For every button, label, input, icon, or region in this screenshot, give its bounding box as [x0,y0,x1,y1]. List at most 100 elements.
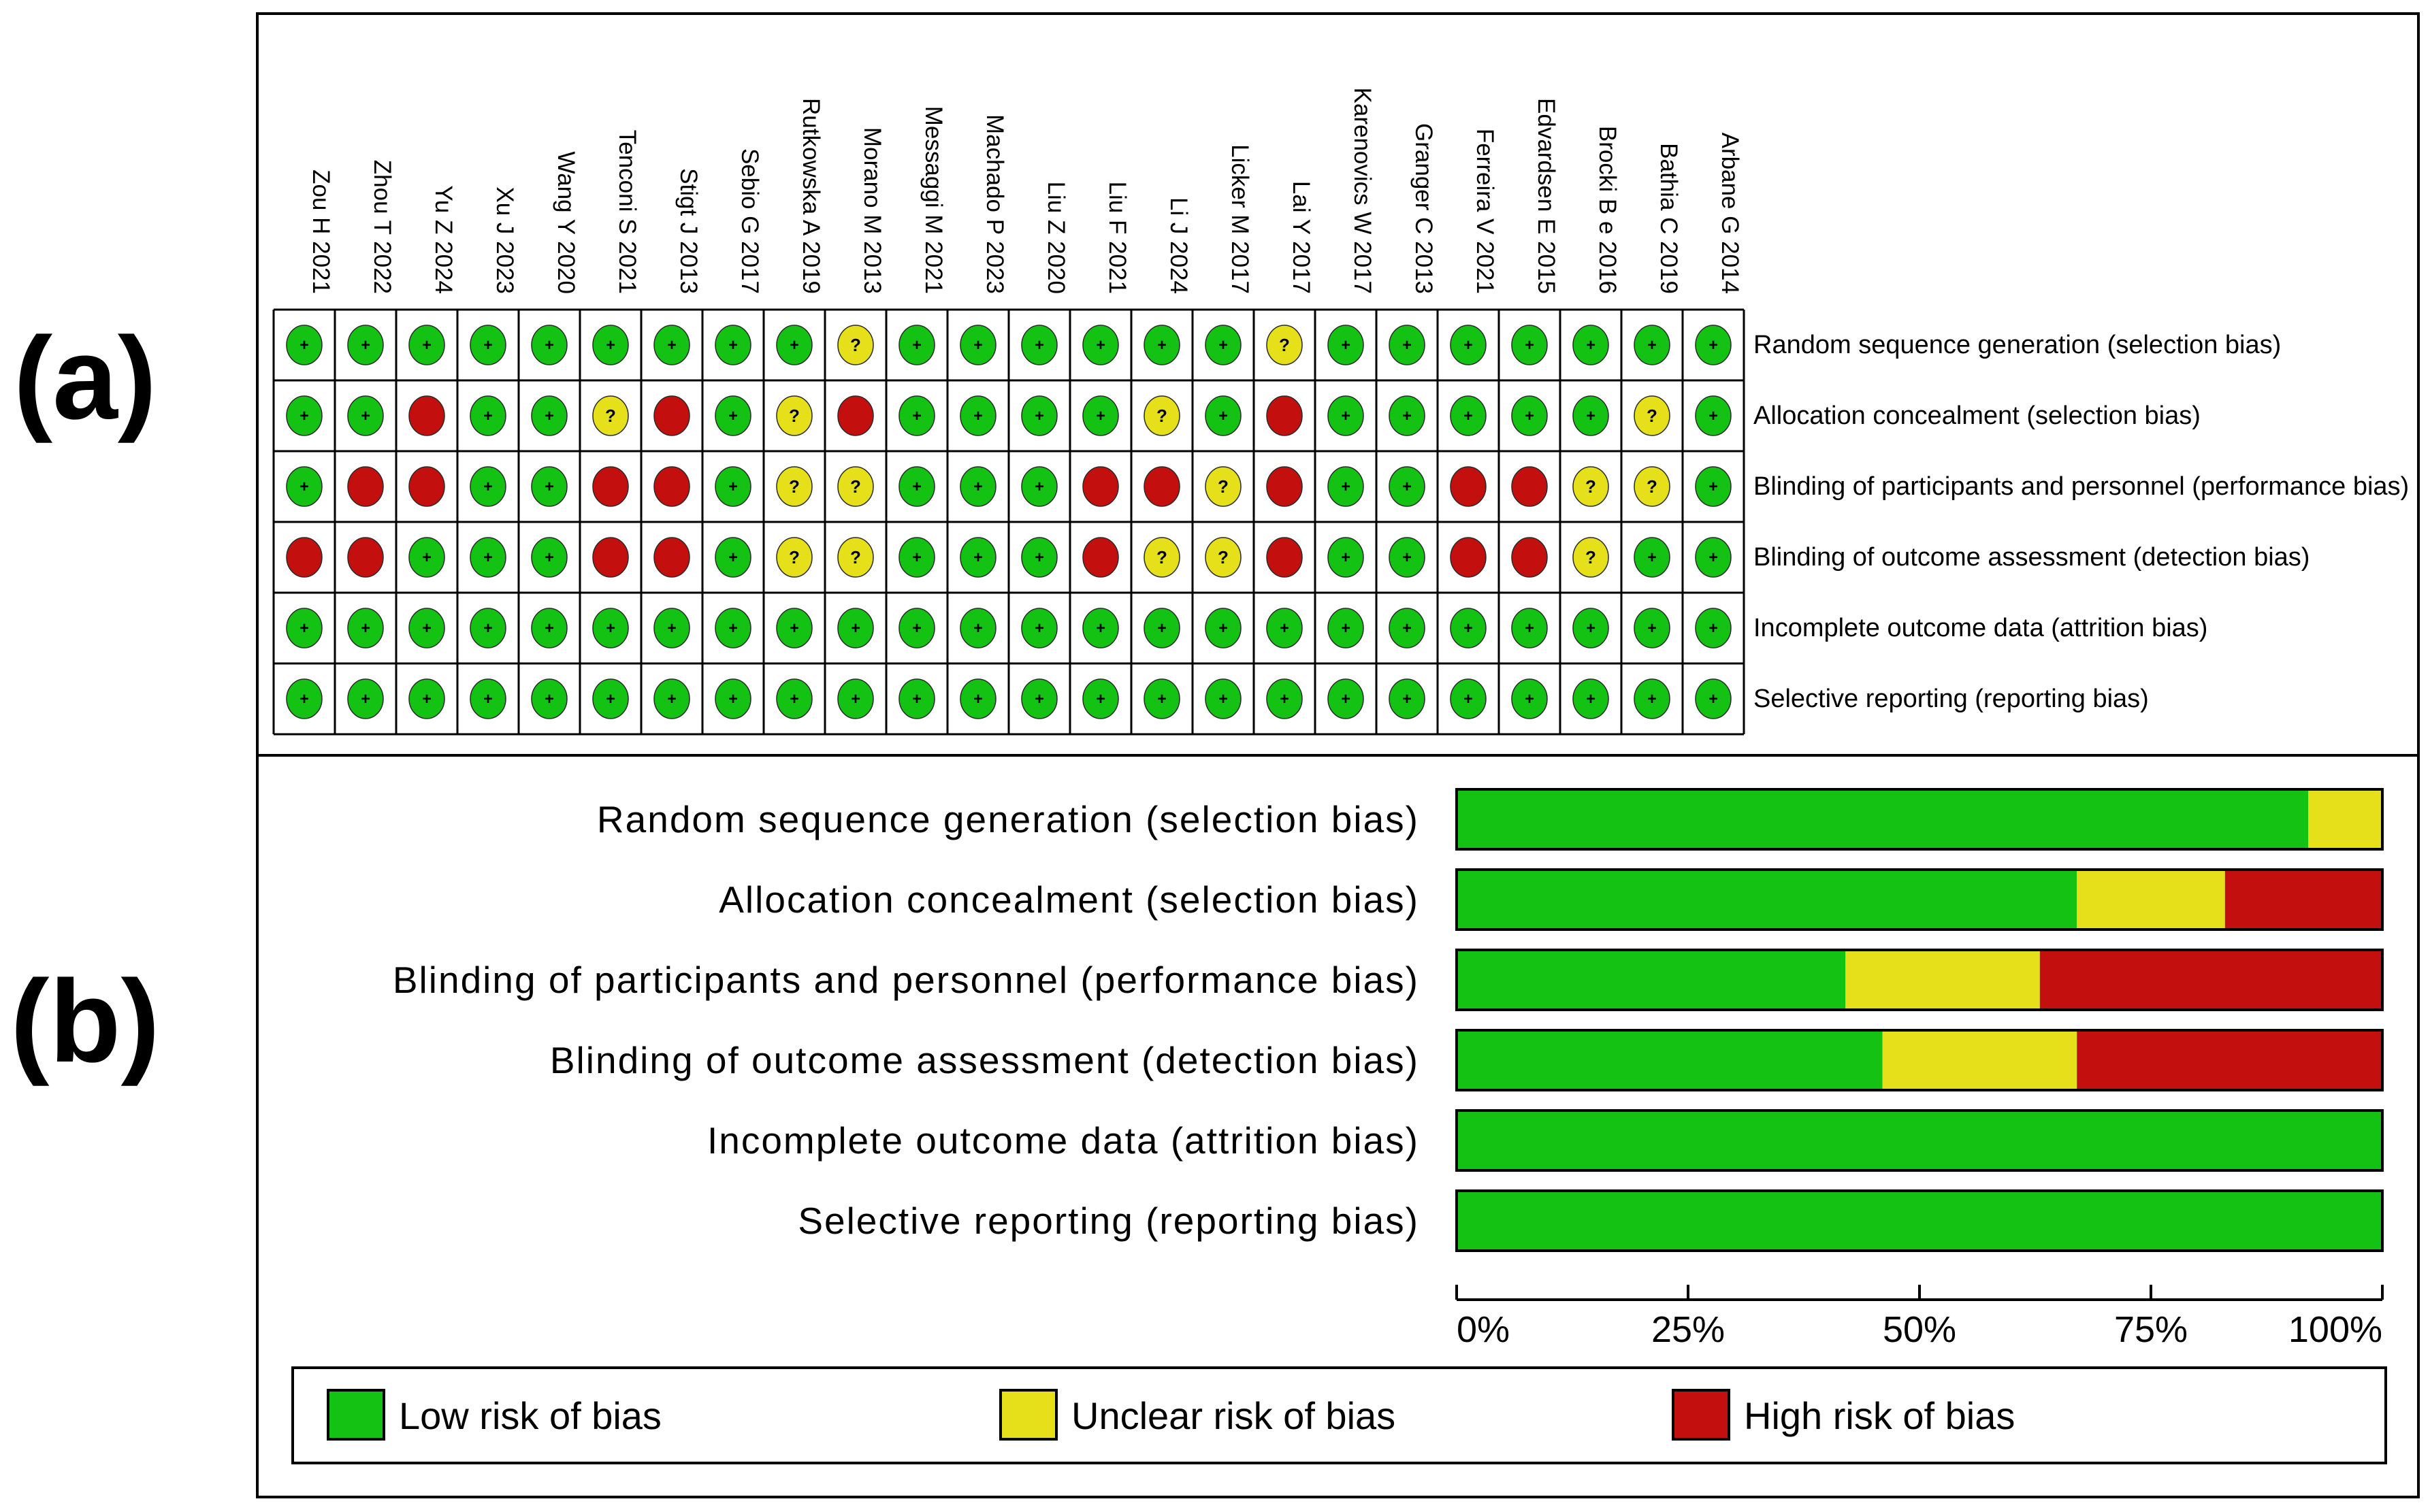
judgement-low [286,678,323,719]
study-label: Liu Z 2020 [1043,182,1069,294]
judgement-low [1021,395,1058,436]
judgement-symbol: + [728,407,738,425]
judgement-low [1450,608,1487,648]
judgement-symbol: + [483,690,493,708]
bar-label: Selective reporting (reporting bias) [798,1200,1419,1242]
judgement-low [408,678,445,719]
judgement-low [1205,325,1242,365]
judgement-symbol: + [667,336,677,355]
judgement-symbol: + [912,548,922,567]
judgement-low [531,537,568,578]
judgement-symbol: + [1402,619,1412,638]
bar-outline [1455,868,2384,931]
judgement-low [1389,537,1425,578]
judgement-symbol: + [1157,619,1167,638]
judgement-unclear [837,325,874,365]
bar-label: Allocation concealment (selection bias) [719,878,1419,921]
judgement-unclear [776,395,813,436]
judgement-symbol: + [1096,336,1105,355]
judgement-unclear [1144,395,1180,436]
judgement-symbol: + [1708,619,1718,638]
judgement-low [960,608,997,648]
judgement-symbol: + [728,336,738,355]
judgement-low [592,325,629,365]
study-label: Karenovics W 2017 [1349,88,1376,294]
study-label: Stigt J 2013 [675,168,702,294]
domain-label: Random sequence generation (selection bi… [1753,331,2281,359]
judgement-symbol: + [1341,478,1350,496]
judgement-symbol: + [667,619,677,638]
judgement-unclear [1634,466,1670,507]
bar-category-labels: Random sequence generation (selection bi… [393,798,1419,1242]
judgement-symbol: + [1096,407,1105,425]
bar-segment-low [1457,789,2309,849]
domain-label: Allocation concealment (selection bias) [1753,401,2201,430]
judgement-symbol: + [1708,336,1718,355]
judgement-symbol: + [299,407,309,425]
bar-outline [1455,949,2384,1011]
judgement-symbol: + [1463,619,1473,638]
judgement-low [1634,608,1670,648]
judgement-low [653,678,690,719]
judgement-symbol: ? [850,476,861,497]
judgement-low [1634,537,1670,578]
bar-label: Blinding of outcome assessment (detectio… [550,1039,1419,1081]
judgement-symbol: + [545,407,554,425]
judgement-symbol: + [1157,336,1167,355]
judgement-symbol: ? [1647,406,1657,426]
x-axis: 0% 25% 50% 75% 100% [1455,1285,2384,1350]
judgement-low [1327,678,1364,719]
judgement-symbol: + [483,336,493,355]
bar-label: Random sequence generation (selection bi… [597,798,1419,840]
judgement-low [1634,678,1670,719]
judgement-symbol: + [1463,407,1473,425]
bar-segment-low [1457,1191,2382,1251]
study-label: Zou H 2021 [308,169,334,294]
judgement-high [1266,466,1303,507]
judgement-symbol: + [912,407,922,425]
judgement-symbol: ? [1156,547,1167,568]
judgement-low [898,537,935,578]
judgement-low [531,395,568,436]
x-tick-label: 100% [2288,1309,2382,1350]
bar-segment-high [2039,950,2382,1010]
bar-segment-unclear [1882,1030,2077,1090]
study-label: Liu F 2021 [1104,182,1131,294]
judgement-low [776,608,813,648]
judgement-low [1205,608,1242,648]
judgement-low [1511,325,1548,365]
judgement-symbol: + [1280,690,1289,708]
judgement-symbol: + [1341,619,1350,638]
judgement-symbol: + [361,619,370,638]
study-labels: Zou H 2021 Zhou T 2022 Yu Z 2024 Xu J 2023 W… [308,88,1743,294]
judgement-symbol: + [606,619,615,638]
risk-of-bias-graph: Random sequence generation (selection bi… [393,788,2384,1350]
judgement-high [592,466,629,507]
judgement-low [1327,395,1364,436]
x-tick-label: 0% [1457,1309,1510,1350]
judgement-low [347,678,384,719]
judgement-high [653,466,690,507]
judgement-symbol: + [545,336,554,355]
judgement-low [1511,395,1548,436]
stacked-bars [1455,788,2384,1252]
judgement-symbol: + [1280,619,1289,638]
judgement-low [960,537,997,578]
bar-outline [1455,1189,2384,1252]
study-label: Sebio G 2017 [736,148,763,294]
judgement-low [1021,608,1058,648]
judgement-low [1021,537,1058,578]
judgement-symbol: + [299,336,309,355]
legend-swatch-high [1672,1389,1730,1441]
judgement-symbol: ? [1585,547,1596,568]
judgement-symbol: + [1035,619,1044,638]
judgement-low [347,395,384,436]
judgement-low [1266,678,1303,719]
judgement-low [347,325,384,365]
judgement-symbol: ? [789,406,800,426]
judgement-high [653,537,690,578]
judgement-low [653,608,690,648]
bar-segment-unclear [1845,950,2040,1010]
judgement-low [1450,395,1487,436]
judgement-symbol: + [1647,690,1657,708]
